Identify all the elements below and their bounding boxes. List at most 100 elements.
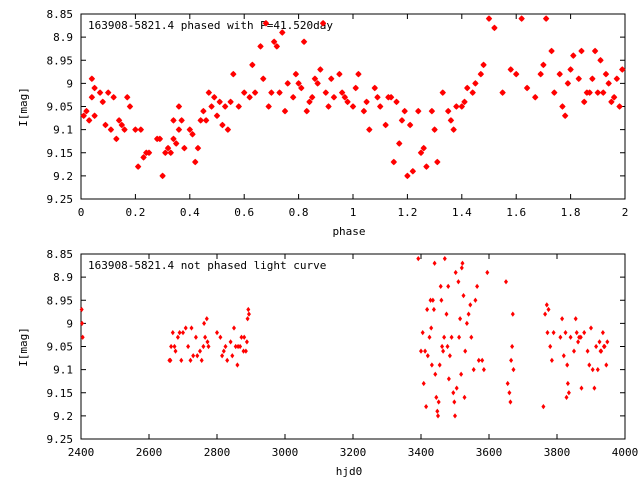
data-point bbox=[390, 158, 397, 166]
data-point bbox=[189, 131, 196, 138]
x-tick-label: 2 bbox=[622, 206, 629, 219]
data-point bbox=[175, 126, 183, 133]
data-point bbox=[565, 362, 570, 368]
data-point bbox=[442, 334, 447, 340]
data-point bbox=[447, 117, 455, 124]
data-point bbox=[352, 84, 359, 92]
data-point bbox=[469, 89, 476, 96]
data-point bbox=[325, 103, 332, 110]
data-point bbox=[510, 311, 515, 317]
data-point bbox=[360, 107, 368, 115]
data-point bbox=[121, 126, 128, 133]
data-point bbox=[295, 80, 302, 87]
data-point bbox=[439, 89, 446, 96]
data-point bbox=[560, 316, 565, 322]
x-tick-label: 0 bbox=[78, 206, 85, 219]
data-point bbox=[542, 15, 550, 22]
data-point bbox=[245, 316, 250, 322]
data-point bbox=[469, 334, 474, 340]
data-point bbox=[239, 334, 244, 340]
y-tick-label: 9.2 bbox=[53, 170, 73, 183]
data-point bbox=[559, 103, 566, 110]
x-tick-label: 1.8 bbox=[561, 206, 581, 219]
data-point bbox=[461, 98, 468, 106]
data-point bbox=[183, 325, 188, 331]
data-point bbox=[344, 98, 351, 106]
data-point bbox=[551, 89, 558, 96]
data-point bbox=[573, 316, 578, 322]
y-tick-label: 9.2 bbox=[53, 410, 73, 423]
data-point bbox=[587, 362, 592, 368]
data-point bbox=[355, 70, 362, 78]
data-point bbox=[221, 348, 226, 354]
data-point bbox=[80, 320, 85, 326]
data-point bbox=[238, 343, 243, 350]
y-tick-label: 9.15 bbox=[47, 147, 74, 160]
data-point bbox=[491, 24, 498, 32]
data-point bbox=[249, 61, 256, 69]
data-point bbox=[602, 343, 607, 350]
data-point bbox=[436, 399, 441, 405]
data-point bbox=[613, 75, 621, 82]
x-tick-label: 3600 bbox=[476, 446, 503, 459]
unphased-light-curve-panel: 163908-5821.4 not phased light curve I[m… bbox=[17, 248, 638, 478]
data-point bbox=[300, 38, 308, 45]
data-point bbox=[202, 320, 207, 326]
y-axis-label: I[mag] bbox=[17, 327, 30, 367]
data-point bbox=[581, 98, 588, 106]
data-point bbox=[604, 362, 609, 368]
data-point bbox=[537, 70, 544, 78]
data-point bbox=[619, 66, 626, 73]
data-point bbox=[164, 144, 172, 152]
data-point bbox=[241, 348, 246, 354]
data-point bbox=[186, 343, 191, 350]
data-point bbox=[219, 121, 226, 129]
data-point bbox=[330, 94, 338, 101]
data-point bbox=[546, 306, 551, 313]
data-point bbox=[570, 52, 577, 59]
data-point bbox=[377, 103, 384, 110]
data-point bbox=[309, 94, 316, 101]
data-point bbox=[404, 172, 411, 180]
data-point bbox=[435, 408, 440, 414]
data-point bbox=[246, 94, 253, 101]
data-point bbox=[507, 390, 512, 396]
data-point bbox=[475, 283, 480, 289]
data-point bbox=[145, 149, 153, 156]
data-point bbox=[203, 334, 208, 340]
data-point bbox=[96, 89, 104, 96]
data-point bbox=[595, 367, 600, 373]
data-point bbox=[224, 126, 232, 133]
data-point bbox=[382, 121, 389, 129]
data-point bbox=[541, 404, 546, 410]
data-point bbox=[393, 98, 400, 106]
data-point bbox=[260, 75, 267, 82]
data-point bbox=[464, 84, 471, 92]
data-point bbox=[508, 399, 513, 405]
data-point bbox=[409, 168, 417, 175]
data-point bbox=[548, 47, 555, 55]
data-point bbox=[415, 107, 422, 115]
data-point bbox=[445, 343, 450, 350]
data-point bbox=[423, 163, 430, 170]
data-point bbox=[563, 330, 568, 336]
data-point bbox=[134, 163, 142, 170]
data-point bbox=[452, 399, 457, 405]
data-point bbox=[454, 385, 459, 391]
data-point bbox=[80, 334, 85, 340]
data-point bbox=[170, 117, 177, 124]
data-point bbox=[205, 339, 210, 345]
x-tick-label: 1.4 bbox=[452, 206, 472, 219]
data-point bbox=[168, 357, 173, 363]
x-tick-label: 1.2 bbox=[397, 206, 417, 219]
data-point bbox=[480, 61, 487, 69]
data-point bbox=[473, 297, 478, 303]
x-tick-label: 3000 bbox=[272, 446, 299, 459]
plot-frame bbox=[80, 253, 626, 440]
y-tick-label: 9.1 bbox=[53, 364, 73, 377]
data-point bbox=[167, 149, 174, 156]
data-point bbox=[532, 94, 539, 101]
phased-light-curve-panel: 163908-5821.4 phased with P=41.520day I[… bbox=[17, 8, 628, 238]
y-tick-label: 8.9 bbox=[53, 31, 73, 44]
data-point bbox=[336, 70, 343, 78]
